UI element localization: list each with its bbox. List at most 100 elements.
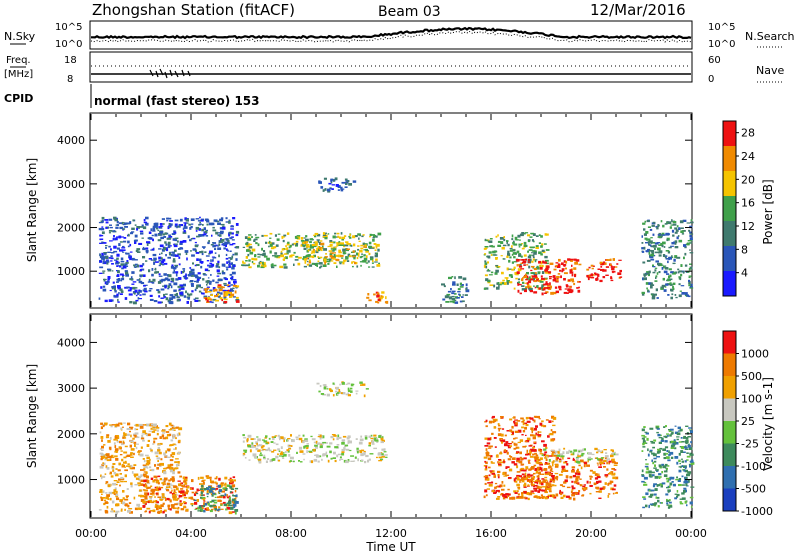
power-cell — [571, 259, 573, 262]
velocity-cell — [101, 453, 104, 456]
velocity-cell — [541, 489, 546, 492]
velocity-cell — [115, 503, 120, 507]
power-cell — [543, 287, 547, 289]
velocity-cell — [364, 435, 368, 437]
velocity-cell — [654, 488, 658, 491]
power-cell — [229, 243, 234, 246]
power-cell — [254, 255, 257, 258]
velocity-cell — [181, 494, 184, 497]
velocity-cell — [197, 489, 201, 491]
freq-unit: [MHz] — [4, 69, 33, 80]
velocity-cell — [497, 475, 500, 479]
power-cell — [669, 278, 673, 281]
velocity-cell — [539, 464, 543, 466]
velocity-cell — [230, 491, 232, 493]
velocity-cell — [122, 436, 125, 439]
velocity-cell — [505, 441, 509, 444]
power-colorbar-swatch — [723, 221, 736, 247]
power-cell — [139, 226, 144, 228]
velocity-cell — [582, 448, 584, 452]
power-cell — [533, 268, 537, 271]
velocity-cell — [129, 453, 133, 456]
power-cell — [543, 283, 546, 286]
power-cell — [533, 250, 536, 254]
power-cell — [543, 278, 548, 280]
velocity-cell — [242, 452, 246, 456]
power-cell — [199, 216, 201, 219]
velocity-cell — [133, 434, 137, 437]
velocity-cell — [520, 463, 525, 466]
power-cell — [283, 266, 288, 269]
power-cell — [661, 264, 664, 266]
velocity-cell — [126, 488, 129, 490]
power-cell — [688, 279, 691, 282]
velocity-cell — [542, 486, 546, 488]
power-cell — [178, 224, 182, 226]
power-cell — [496, 286, 500, 290]
velocity-cell — [363, 450, 366, 453]
velocity-cell — [546, 487, 549, 490]
power-cell — [162, 263, 165, 266]
power-cell — [173, 266, 176, 270]
power-cell — [530, 272, 535, 275]
velocity-cell — [209, 487, 213, 491]
velocity-cell — [515, 446, 518, 449]
power-cell — [150, 238, 153, 240]
power-cell — [113, 235, 115, 238]
power-cell — [163, 293, 166, 297]
velocity-cell — [653, 493, 657, 496]
power-cell — [347, 253, 351, 257]
velocity-cell — [202, 494, 205, 496]
power-colorbar-swatch — [723, 121, 736, 147]
power-cell — [539, 280, 542, 282]
power-cell — [260, 264, 264, 267]
velocity-cell — [664, 463, 668, 467]
velocity-cell — [594, 473, 598, 476]
power-cell — [532, 233, 536, 236]
power-cell — [559, 269, 562, 272]
velocity-cell — [308, 450, 313, 453]
velocity-cell — [211, 499, 215, 503]
velocity-cell — [339, 456, 342, 459]
power-cell — [212, 258, 214, 261]
power-cell — [308, 264, 313, 267]
power-cell — [672, 221, 677, 224]
velocity-cell — [152, 509, 156, 513]
power-cell — [654, 251, 659, 254]
power-cell — [174, 249, 177, 252]
velocity-cell — [609, 480, 612, 484]
power-cell — [528, 287, 533, 291]
velocity-cell — [209, 501, 213, 503]
power-cell — [255, 242, 258, 245]
power-cell — [506, 280, 510, 283]
velocity-cell — [589, 458, 593, 460]
power-cell — [189, 272, 193, 275]
velocity-cell — [129, 511, 133, 514]
velocity-cell — [670, 476, 675, 480]
velocity-cell — [321, 458, 323, 461]
velocity-cell — [129, 440, 134, 443]
velocity-cell — [642, 446, 646, 448]
power-cell — [251, 236, 253, 238]
velocity-cell — [539, 453, 543, 455]
power-cell — [329, 243, 333, 247]
velocity-cell — [544, 490, 547, 493]
velocity-cell — [671, 444, 676, 447]
velocity-cell — [536, 486, 540, 490]
power-cell — [116, 293, 119, 296]
power-cell — [151, 273, 154, 277]
velocity-cell — [165, 486, 169, 489]
velocity-cell — [175, 510, 179, 514]
velocity-cell — [498, 428, 500, 432]
velocity-colorbar-swatch — [723, 488, 736, 512]
power-cell — [669, 282, 672, 285]
velocity-cell — [566, 486, 571, 489]
velocity-cell — [607, 495, 610, 498]
power-cell — [248, 259, 251, 262]
velocity-cell — [653, 460, 657, 463]
velocity-cell — [579, 459, 584, 463]
velocity-cell — [332, 438, 335, 441]
power-cell — [112, 237, 115, 241]
power-cell — [318, 247, 321, 250]
power-cell — [317, 256, 320, 258]
